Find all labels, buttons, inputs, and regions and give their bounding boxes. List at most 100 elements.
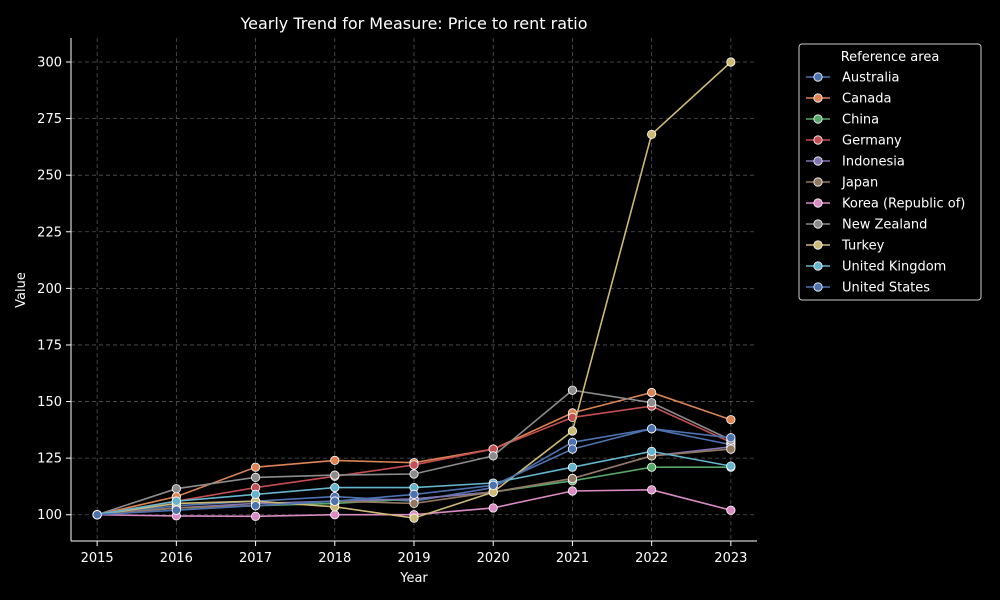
legend-swatch-marker [813,72,823,82]
data-point [488,451,498,461]
data-point [726,433,736,443]
data-point [647,424,657,434]
y-ticks: 100 125 150 175 200 225 250 275 300 [37,55,71,523]
data-point [567,486,578,496]
legend-label: Japan [841,176,878,191]
data-point [250,489,261,499]
y-tick-label: 200 [37,282,62,297]
legend-label: Indonesia [842,155,905,170]
x-tick-label: 2023 [714,551,747,566]
x-tick-label: 2016 [160,551,193,566]
x-tick-label: 2017 [239,551,272,566]
y-tick-label: 275 [37,112,62,127]
legend-item: United States [806,281,930,296]
x-ticks: 2015 2016 2017 2018 2019 2020 2021 2022 2023 [81,541,747,566]
legend-item: China [806,113,879,128]
data-point [250,462,261,472]
legend-swatch-marker [813,198,823,208]
data-point [647,462,657,472]
data-point [726,461,736,471]
y-tick-label: 100 [37,508,62,523]
legend-item: Indonesia [806,155,905,170]
data-point [726,444,736,454]
legend-swatch-marker [813,177,823,187]
y-tick-label: 125 [37,452,62,467]
legend-item: Turkey [806,239,885,254]
legend-label: United Kingdom [842,260,946,275]
data-point [409,460,419,470]
data-point [330,455,340,466]
y-tick-label: 150 [37,395,62,410]
data-point [647,446,657,456]
legend-label: Australia [842,71,900,86]
legend-item: Korea (Republic of) [806,197,965,212]
data-point [250,501,261,511]
legend-item: Australia [806,71,900,86]
legend-label: Canada [842,92,891,107]
legend-label: China [842,113,879,128]
x-tick-label: 2015 [81,551,114,566]
x-tick-label: 2020 [477,551,510,566]
data-point [409,498,419,509]
legend: Reference area Australia Canada China Germa… [798,43,982,301]
data-point [330,482,340,493]
legend-item: New Zealand [806,218,927,233]
chart-title: Yearly Trend for Measure: Price to rent … [239,14,587,33]
x-tick-label: 2022 [635,551,668,566]
data-point [567,462,578,472]
legend-swatch-marker [813,282,823,292]
legend-swatch-marker [813,240,823,250]
legend-items: Australia Canada China Germany Indonesia Japa… [806,71,965,296]
data-point [250,511,261,521]
x-tick-label: 2018 [318,551,351,566]
data-point [330,496,340,506]
data-point [409,489,419,499]
data-point [250,472,261,482]
legend-frame [798,43,982,301]
data-point [488,503,498,513]
legend-label: United States [842,281,930,296]
data-point [567,473,578,484]
data-point [567,444,578,454]
data-point [171,496,181,506]
y-tick-label: 225 [37,225,62,240]
legend-swatch-marker [813,135,823,145]
data-point [726,505,736,515]
data-point [726,415,736,425]
y-tick-label: 175 [37,338,62,353]
legend-swatch-marker [813,114,823,124]
legend-item: Japan [806,176,878,191]
legend-item: Germany [806,134,902,149]
legend-label: Turkey [841,239,885,254]
data-point [647,398,657,408]
y-axis-label: Value [14,272,29,308]
data-point [171,505,181,515]
y-tick-label: 300 [37,55,62,70]
data-point [567,426,578,436]
series-layer [92,57,736,523]
data-point [567,385,578,395]
data-point [171,484,181,494]
legend-swatch-marker [813,219,823,229]
data-point [409,513,419,523]
x-tick-label: 2021 [556,551,589,566]
legend-title: Reference area [841,50,940,65]
legend-label: Germany [842,134,902,149]
data-point [330,470,340,480]
legend-item: Canada [806,92,891,107]
legend-swatch-marker [813,93,823,103]
data-point [409,469,419,479]
x-axis-label: Year [399,571,428,586]
data-point [647,129,657,140]
legend-label: New Zealand [842,218,927,233]
legend-swatch-marker [813,261,823,271]
series-united-states [92,424,736,520]
data-point [330,510,340,520]
y-tick-label: 250 [37,169,62,184]
data-point [647,387,657,398]
data-point [726,57,736,67]
legend-swatch-marker [813,156,823,166]
data-point [488,480,498,490]
x-tick-label: 2019 [397,551,430,566]
